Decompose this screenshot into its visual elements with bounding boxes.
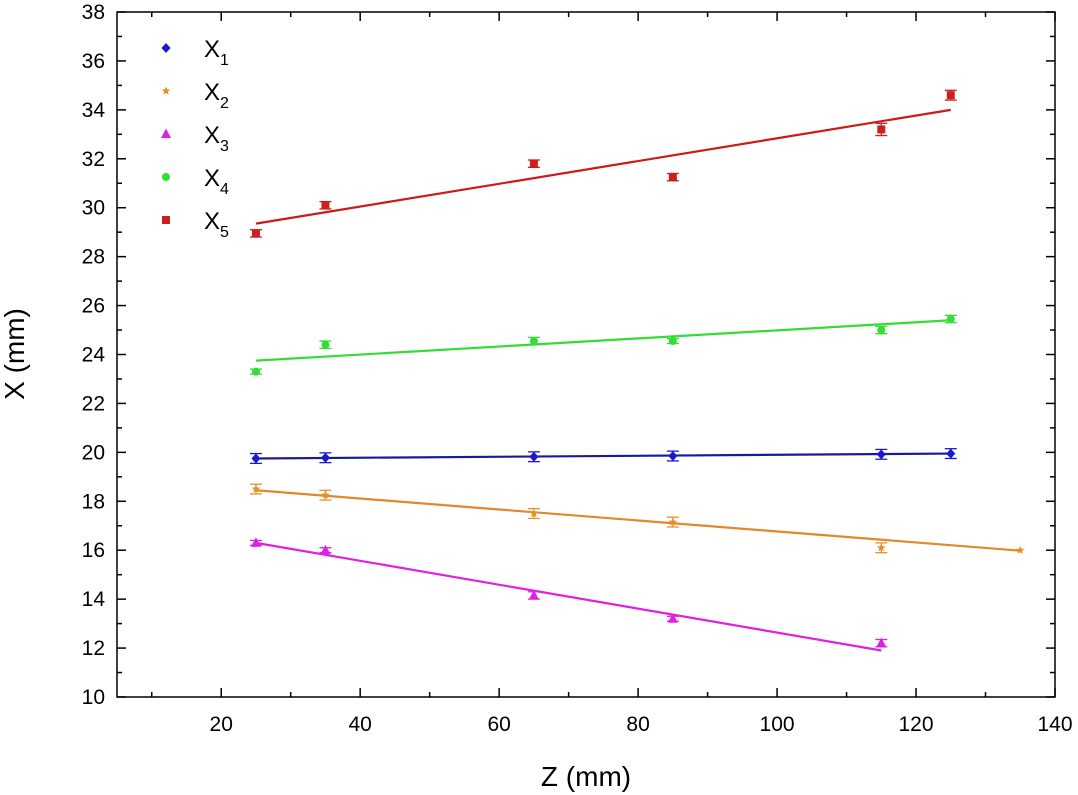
x-tick-label: 120 — [899, 713, 934, 736]
error-bars — [249, 89, 957, 648]
series-x5-point — [877, 125, 886, 134]
y-tick-label: 20 — [82, 441, 105, 464]
legend-marker — [162, 216, 170, 224]
series-x1-point — [320, 452, 330, 463]
series-x1-point — [876, 449, 886, 460]
series-x2-point — [668, 517, 678, 526]
legend-item-x3: X3 — [161, 122, 229, 155]
legend-label: X5 — [204, 208, 229, 241]
x-tick-label: 20 — [210, 713, 233, 736]
series-x5-point — [668, 173, 677, 182]
legend-marker — [161, 128, 171, 138]
legend-label: X1 — [204, 36, 229, 69]
y-tick-label: 28 — [82, 246, 105, 269]
series-x4-fit-line — [255, 319, 951, 362]
y-axis-title: X (mm) — [0, 308, 30, 400]
y-tick-label: 10 — [82, 686, 105, 709]
series-x4-point — [668, 337, 677, 346]
y-tick-label: 38 — [82, 1, 105, 24]
series-x2-point — [529, 509, 539, 518]
y-tick-label: 24 — [82, 344, 106, 367]
series-x4-point — [251, 367, 260, 376]
series-x1-fit-line — [255, 452, 951, 460]
x-tick-label: 40 — [349, 713, 372, 736]
x-axis-title: Z (mm) — [541, 761, 631, 792]
series-x4-point — [877, 326, 886, 335]
x-tick-label: 80 — [626, 713, 649, 736]
legend-item-x1: X1 — [161, 36, 229, 69]
legend-label: X4 — [204, 165, 229, 198]
series-x4-point — [529, 337, 538, 346]
y-tick-label: 22 — [82, 392, 105, 415]
series-x5-fit-line — [255, 108, 951, 225]
series-x1-point — [251, 453, 261, 464]
legend-item-x2: X2 — [161, 79, 229, 112]
legend-item-x5: X5 — [162, 208, 229, 241]
series-x2-point — [877, 543, 886, 552]
y-tick-label: 18 — [82, 490, 105, 513]
series-x3-point — [667, 613, 678, 623]
legend-label: X3 — [204, 122, 229, 155]
series-x3-point — [876, 637, 887, 648]
series-x2-point — [1015, 545, 1025, 554]
legend-marker — [162, 173, 170, 181]
y-tick-label: 36 — [82, 50, 105, 73]
y-tick-label: 30 — [82, 197, 105, 220]
y-tick-label: 14 — [82, 588, 106, 611]
series-x1-point — [668, 451, 678, 462]
legend-label: X2 — [204, 79, 229, 112]
legend-marker — [161, 86, 171, 95]
y-tick-label: 16 — [82, 539, 105, 562]
series-x5-point — [529, 159, 538, 168]
series-x1-point — [946, 448, 956, 459]
series-x4-point — [321, 340, 330, 349]
series-x2-point — [321, 490, 330, 499]
series-x3-point — [320, 544, 331, 555]
legend-item-x4: X4 — [162, 165, 229, 198]
data-points — [250, 91, 1025, 648]
series-x5-point — [946, 91, 955, 100]
legend-marker — [161, 43, 171, 53]
y-tick-label: 26 — [82, 295, 105, 318]
axis-ticks: 20 40 60 80 100 120 140 10 12 14 16 18 20 22 24 26 28 30 3… — [82, 1, 1073, 736]
y-tick-label: 12 — [82, 637, 105, 660]
series-x3-point — [250, 537, 261, 547]
series-x3-fit-line — [255, 541, 882, 652]
series-x3-point — [528, 589, 539, 600]
x-tick-label: 140 — [1037, 713, 1072, 736]
series-x2-point — [251, 484, 261, 493]
x-tick-label: 100 — [760, 713, 795, 736]
x-tick-label: 60 — [487, 713, 510, 736]
series-x1-point — [529, 451, 539, 462]
legend: X1 X2 X3 X4 X5 — [161, 36, 229, 241]
fit-lines — [255, 108, 1021, 652]
series-x5-point — [251, 229, 260, 238]
y-tick-label: 32 — [82, 148, 105, 171]
series-x2-fit-line — [255, 489, 1021, 552]
y-tick-label: 34 — [82, 99, 106, 122]
series-x4-point — [946, 315, 955, 324]
series-x5-point — [321, 201, 330, 210]
